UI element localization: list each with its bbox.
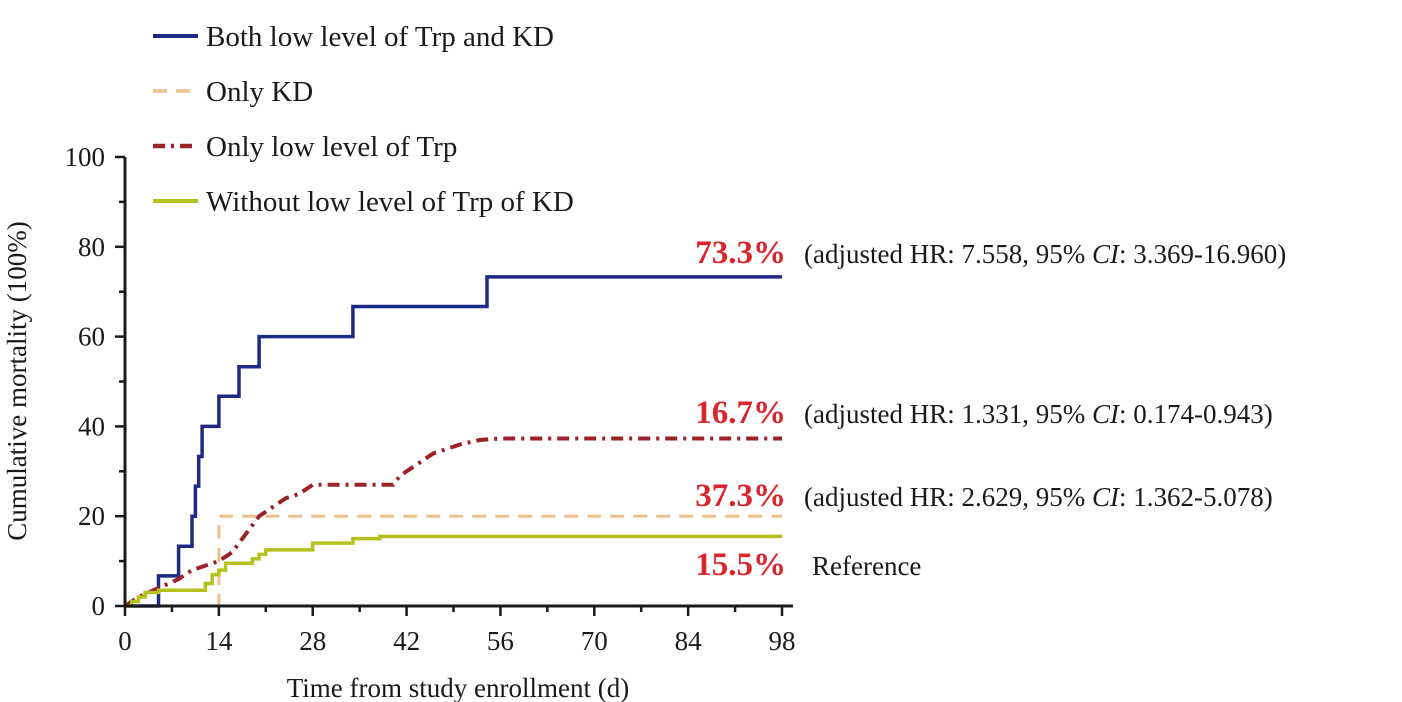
legend: Both low level of Trp and KD Only KD Only …	[153, 21, 574, 218]
ci-label: CI	[1092, 399, 1121, 429]
end-percent-2: 37.3%	[695, 478, 786, 514]
axes	[123, 157, 793, 608]
x-tick-label: 28	[299, 626, 326, 656]
x-tick-label: 84	[675, 626, 703, 656]
x-tick-label: 14	[205, 626, 233, 656]
series-line-2	[123, 436, 782, 608]
y-tick-label: 60	[78, 322, 105, 352]
ci-range: : 3.369-16.960)	[1119, 239, 1286, 269]
hr-text: (adjusted HR: 7.558, 95%	[804, 239, 1092, 269]
legend-label-0: Both low level of Trp and KD	[206, 21, 554, 53]
legend-label-3: Without low level of Trp of KD	[206, 186, 574, 218]
hr-annotation-3: Reference	[812, 551, 921, 581]
x-tick-label: 56	[487, 626, 514, 656]
hr-annotation-0: (adjusted HR: 7.558, 95% CI: 3.369-16.96…	[804, 239, 1286, 269]
hr-text: (adjusted HR: 2.629, 95%	[804, 482, 1092, 512]
y-tick-label: 40	[78, 411, 105, 441]
series-line-3	[125, 534, 782, 608]
x-tick-label: 0	[118, 626, 132, 656]
ci-range: : 0.174-0.943)	[1119, 399, 1273, 429]
end-percent-1: 16.7%	[695, 395, 786, 431]
x-tick-label: 70	[581, 626, 608, 656]
hr-text: Reference	[812, 551, 921, 581]
ci-range: : 1.362-5.078)	[1119, 482, 1273, 512]
y-axis-label: Cumulative mortality (100%)	[2, 221, 32, 540]
legend-label-2: Only low level of Trp	[206, 131, 457, 163]
x-tick-label: 42	[393, 626, 420, 656]
y-tick-label: 20	[78, 501, 105, 531]
y-tick-label: 100	[65, 142, 106, 172]
ticks: 0 20 40 60 80 100 0 14 28 42 56 70 84 98	[65, 142, 796, 656]
ci-label: CI	[1092, 482, 1121, 512]
series-line-0	[125, 275, 782, 608]
hr-annotation-1: (adjusted HR: 1.331, 95% CI: 0.174-0.943…	[804, 399, 1273, 429]
x-tick-label: 98	[769, 626, 796, 656]
x-axis-label: Time from study enrollment (d)	[287, 673, 629, 702]
series-line-1	[125, 514, 782, 608]
curves	[123, 275, 782, 608]
y-tick-label: 0	[92, 591, 106, 621]
ci-label: CI	[1092, 239, 1121, 269]
end-percent-3: 15.5%	[695, 547, 786, 583]
y-tick-label: 80	[78, 232, 105, 262]
hr-text: (adjusted HR: 1.331, 95%	[804, 399, 1092, 429]
end-percent-0: 73.3%	[695, 235, 786, 271]
legend-label-1: Only KD	[206, 76, 313, 108]
hr-annotation-2: (adjusted HR: 2.629, 95% CI: 1.362-5.078…	[804, 482, 1273, 512]
annotations: 73.3% (adjusted HR: 7.558, 95% CI: 3.369-…	[695, 235, 1286, 583]
